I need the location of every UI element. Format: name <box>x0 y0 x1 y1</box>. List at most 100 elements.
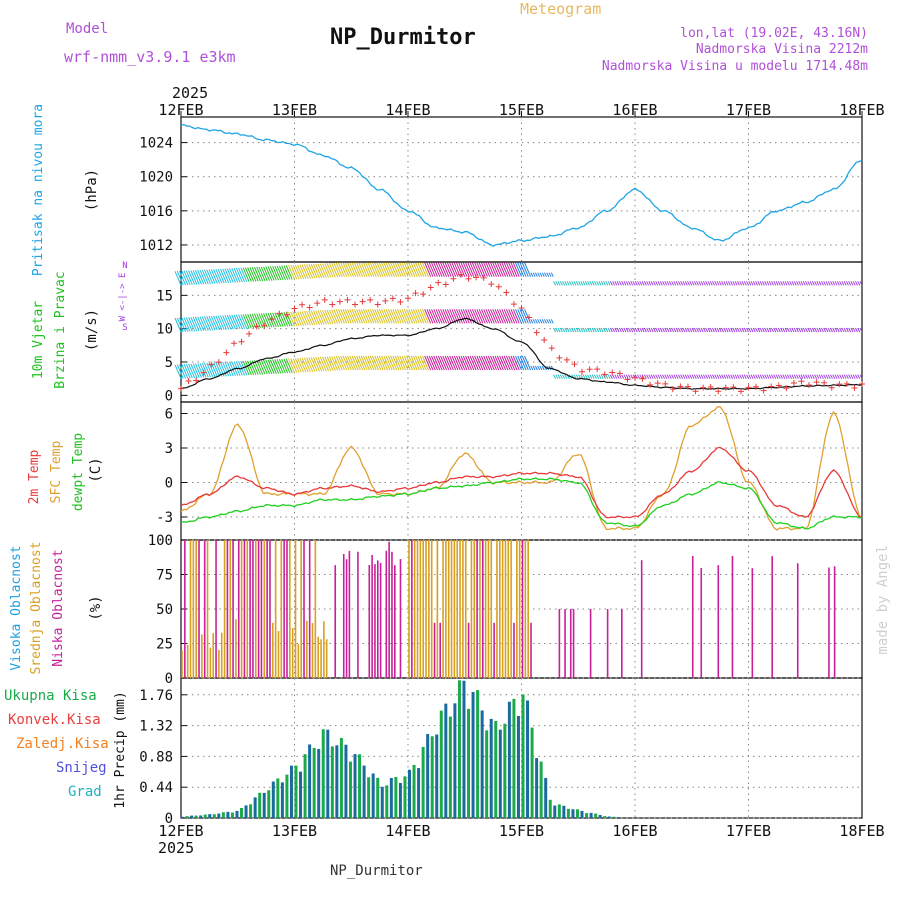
wind-barb <box>628 374 631 379</box>
wind-barb <box>433 355 441 371</box>
wind-barb <box>564 327 568 333</box>
wind-barb <box>748 327 752 333</box>
precip-bar <box>385 785 389 818</box>
top-x-tick-label: 16FEB <box>612 101 657 119</box>
wind-barb <box>614 374 618 379</box>
wind-barb <box>458 355 466 371</box>
wind-barb <box>850 327 854 333</box>
wind-barb <box>337 309 345 324</box>
wind-barb <box>603 327 606 333</box>
wind-barb <box>593 281 597 286</box>
wind-barb <box>394 309 402 324</box>
wind-barb <box>467 262 475 277</box>
precip-bar <box>435 734 439 818</box>
wind-barb <box>616 281 620 286</box>
elevation: Nadmorska Visina 2212m <box>696 42 868 57</box>
wind-barb <box>369 309 377 324</box>
wind-barb <box>401 355 409 371</box>
wind-barb <box>743 374 747 379</box>
precip-bar <box>467 708 471 818</box>
wind-barb <box>499 355 507 371</box>
wind-barb <box>349 355 357 371</box>
wind-barb <box>446 355 454 371</box>
gust-marker <box>321 296 328 303</box>
wind-barb <box>714 281 718 286</box>
wind-barb <box>700 281 704 286</box>
precip-bar <box>575 809 579 818</box>
precip-bar <box>185 816 189 818</box>
wind-barb <box>834 374 838 379</box>
precip-bar <box>480 710 484 818</box>
wind-barb <box>281 312 289 327</box>
wind-barb <box>823 281 827 286</box>
wind-barb <box>331 356 339 371</box>
gust-marker <box>700 384 707 391</box>
wind-barb <box>337 355 345 371</box>
wind-barb <box>537 319 541 324</box>
wind-barb <box>836 327 840 333</box>
wind-barb <box>689 281 693 286</box>
wind-barb <box>494 309 502 324</box>
precip-bar <box>489 718 493 818</box>
precip-bar <box>457 680 461 818</box>
precip-bar <box>589 812 593 818</box>
wind-barb <box>668 327 672 333</box>
panel-grids <box>181 117 862 819</box>
gust-marker <box>798 378 805 385</box>
wind-barb <box>532 272 536 277</box>
wind-barb <box>612 374 616 379</box>
wind-barb <box>297 357 305 373</box>
wind-barb <box>589 374 593 379</box>
wind-barb <box>793 327 797 333</box>
gust-marker <box>859 381 865 388</box>
wind-barb <box>224 268 232 283</box>
wind-barb <box>587 374 591 379</box>
wind-barb <box>181 364 189 379</box>
wind-barb <box>185 270 193 285</box>
wind-barb <box>696 327 700 333</box>
wind-barb <box>539 319 543 324</box>
wind-barb <box>424 309 432 324</box>
wind-barb <box>761 374 765 379</box>
wind-barb <box>834 281 838 286</box>
wind-barb <box>557 281 561 286</box>
gust-marker <box>707 384 714 391</box>
wind-barb <box>308 357 316 372</box>
wind-barb <box>859 374 863 379</box>
wind-barb <box>331 309 339 324</box>
gust-marker <box>775 382 782 389</box>
wind-barb <box>848 281 852 286</box>
gust-marker <box>374 301 381 308</box>
wind-barb <box>793 281 797 286</box>
precip-bar <box>530 727 534 818</box>
model-label: Model <box>66 21 108 37</box>
y-tick-label: 0 <box>165 671 173 687</box>
wind-barb <box>771 327 774 333</box>
wind-barb <box>789 327 793 333</box>
wind-barb <box>566 281 570 286</box>
wind-barb <box>183 317 191 332</box>
precip-bar <box>421 746 425 818</box>
gust-marker <box>352 301 359 308</box>
wind-barb <box>360 309 368 324</box>
wind-barb <box>487 262 495 277</box>
wind-barb <box>827 374 831 379</box>
wind-barb <box>609 374 613 379</box>
cloud-low-label: Niska Oblacnost <box>51 549 66 666</box>
wind-barb <box>687 327 690 333</box>
wind-barb <box>693 374 697 379</box>
wind-barb <box>242 360 250 376</box>
wind-barb <box>278 358 286 374</box>
wind-barb <box>768 281 772 286</box>
precip-bar <box>212 814 216 818</box>
wind-barb <box>410 262 418 277</box>
wind-barb <box>652 327 656 333</box>
wind-barb <box>741 281 745 286</box>
wind-barb <box>274 359 282 374</box>
wind-barb <box>387 355 395 371</box>
wind-barb <box>836 281 840 286</box>
wind-barb <box>301 357 309 373</box>
wind-barb <box>623 327 627 333</box>
wind-barb <box>349 309 357 324</box>
gust-marker <box>843 380 850 387</box>
